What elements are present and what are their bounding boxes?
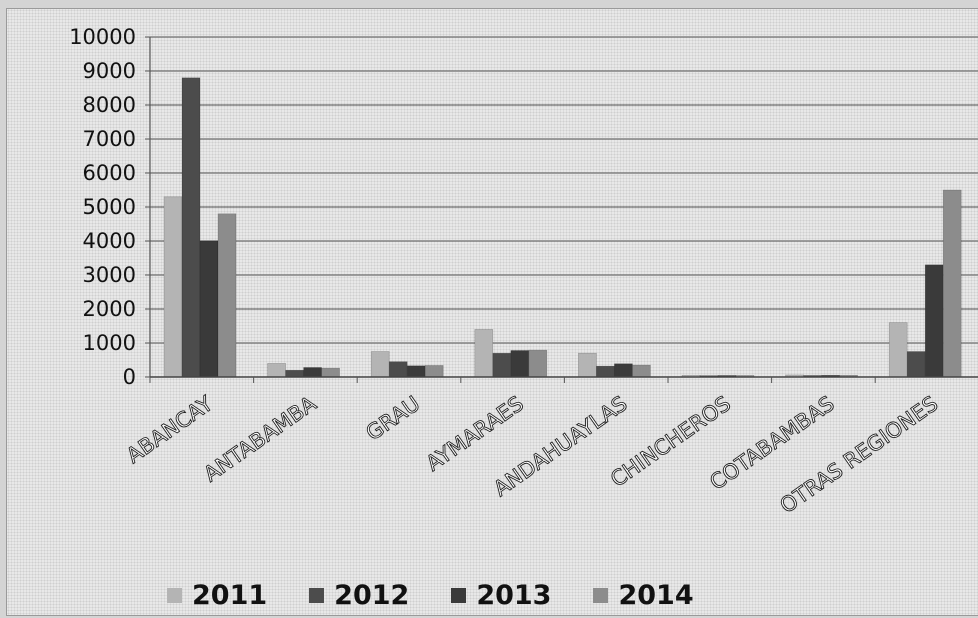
legend-item: 2011 <box>167 580 267 611</box>
bars <box>164 78 961 377</box>
y-tick-label: 0 <box>123 365 136 389</box>
axes <box>145 37 978 383</box>
bar-2011-aymaraes <box>475 329 493 377</box>
bar-2011-antabamba <box>268 363 286 377</box>
x-tick-label: AYMARAES <box>422 391 528 475</box>
legend-swatch <box>593 588 608 603</box>
bar-2012-andahuaylas <box>596 366 614 377</box>
bar-2013-grau <box>407 366 425 377</box>
y-tick-label: 4000 <box>83 229 136 253</box>
legend-swatch <box>309 588 324 603</box>
y-tick-label: 3000 <box>83 263 136 287</box>
bar-2013-otras-regiones <box>925 265 943 377</box>
legend-swatch <box>451 588 466 603</box>
legend: 2011 2012 2013 2014 <box>167 575 694 615</box>
x-tick-label: ANTABAMBA <box>199 391 321 486</box>
bar-2013-abancay <box>200 241 218 377</box>
y-tick-label: 6000 <box>83 161 136 185</box>
bar-2012-abancay <box>182 78 200 377</box>
bar-2011-grau <box>371 352 389 378</box>
bar-2011-otras-regiones <box>889 323 907 377</box>
legend-label: 2014 <box>618 580 693 611</box>
legend-swatch <box>167 588 182 603</box>
legend-label: 2013 <box>476 580 551 611</box>
y-tick-label: 5000 <box>83 195 136 219</box>
x-tick-label: GRAU <box>362 391 425 445</box>
bar-2011-abancay <box>164 197 182 377</box>
bar-2012-antabamba <box>286 370 304 377</box>
y-tick-label: 7000 <box>83 127 136 151</box>
x-tick-label: ABANCAY <box>122 391 217 468</box>
legend-item: 2013 <box>451 580 551 611</box>
y-tick-label: 8000 <box>83 93 136 117</box>
bar-2013-antabamba <box>304 367 322 377</box>
bar-2014-antabamba <box>322 368 340 377</box>
y-tick-labels: 0 1000 2000 3000 4000 5000 6000 7000 8000 9000 100… <box>69 25 136 389</box>
gridlines <box>150 37 978 343</box>
bar-2013-andahuaylas <box>614 364 632 377</box>
bar-2013-aymaraes <box>511 350 529 377</box>
legend-item: 2014 <box>593 580 693 611</box>
bar-2014-grau <box>425 365 443 377</box>
legend-item: 2012 <box>309 580 409 611</box>
bar-2014-abancay <box>218 214 236 377</box>
bar-2012-otras-regiones <box>907 352 925 378</box>
bar-2014-andahuaylas <box>632 365 650 377</box>
legend-label: 2011 <box>192 580 267 611</box>
chart-frame: 0 1000 2000 3000 4000 5000 6000 7000 8000 9000 100… <box>6 8 978 616</box>
bar-2012-grau <box>389 362 407 377</box>
y-tick-label: 9000 <box>83 59 136 83</box>
legend-label: 2012 <box>334 580 409 611</box>
bar-2011-andahuaylas <box>578 353 596 377</box>
bar-chart: 0 1000 2000 3000 4000 5000 6000 7000 8000 9000 100… <box>7 9 978 569</box>
y-tick-label: 10000 <box>69 25 136 49</box>
bar-2014-aymaraes <box>529 350 547 377</box>
bar-2012-aymaraes <box>493 353 511 377</box>
bar-2014-otras-regiones <box>943 190 961 377</box>
y-tick-label: 1000 <box>83 331 136 355</box>
y-tick-label: 2000 <box>83 297 136 321</box>
